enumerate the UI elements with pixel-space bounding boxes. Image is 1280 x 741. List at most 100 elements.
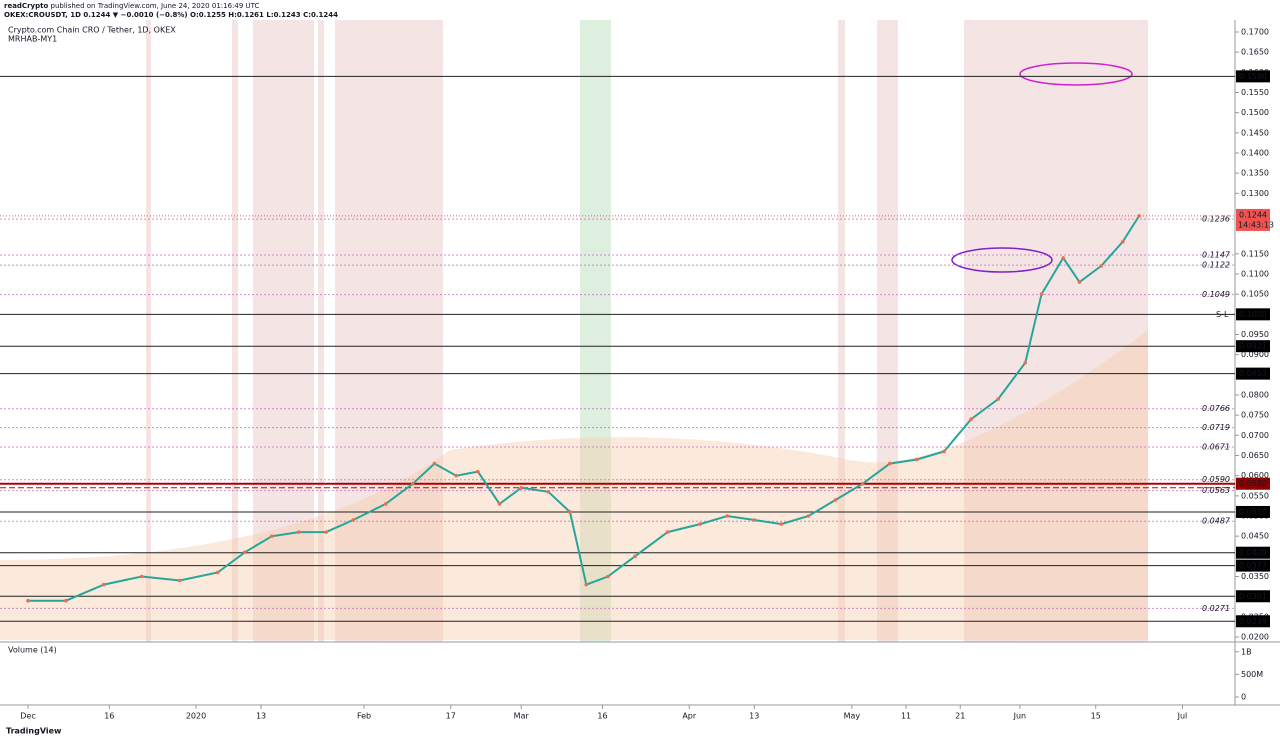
x-tick-label: Feb	[357, 712, 371, 721]
y-tick-label: 0.1050	[1241, 290, 1269, 299]
price-point	[942, 449, 946, 454]
fib-label: 0.0766	[1202, 404, 1230, 413]
x-tick-label: 16	[104, 712, 114, 721]
price-point	[779, 522, 784, 526]
y-tick-label: 0.0550	[1241, 491, 1269, 500]
last-price-label: 0.1244	[1239, 210, 1267, 219]
annotation-ellipse	[1019, 62, 1133, 86]
y-tick-label: 0.0800	[1241, 391, 1269, 400]
price-point	[996, 397, 1000, 401]
fib-label: 0.1122	[1202, 261, 1230, 270]
price-point	[1099, 264, 1103, 268]
last-price-bg	[1236, 208, 1270, 231]
price-point	[1061, 256, 1066, 260]
logo: TradingView	[6, 727, 62, 736]
price-point	[102, 582, 106, 587]
fib-label: 0.0719	[1202, 423, 1230, 432]
price-point	[177, 578, 182, 583]
price-point	[324, 530, 328, 534]
y-tick-label: 0.1450	[1241, 128, 1269, 137]
x-tick-label: 2020	[186, 712, 206, 721]
price-point	[351, 518, 356, 522]
y-tick-label: 0.1400	[1241, 149, 1269, 158]
price-point	[698, 522, 702, 526]
price-point	[26, 598, 30, 603]
price-point	[432, 461, 437, 466]
fib-label: 0.0487	[1202, 517, 1231, 526]
price-point	[887, 461, 892, 466]
x-tick-label: 21	[955, 712, 965, 721]
level-label: 0.1590	[1239, 72, 1267, 81]
x-tick-label: May	[844, 712, 861, 721]
level-label-bg	[1236, 308, 1270, 321]
level-label-bg	[1236, 367, 1270, 380]
x-tick-label: Jun	[1013, 712, 1027, 721]
price-point	[860, 481, 865, 486]
fib-label: 0.1236	[1202, 215, 1230, 224]
level-label: 0.0301	[1239, 592, 1267, 601]
y-tick-label: 0.0900	[1241, 350, 1269, 359]
price-point	[833, 498, 838, 502]
y-tick-label: 0.1350	[1241, 169, 1269, 178]
x-tick-label: Mar	[514, 712, 530, 721]
price-point	[383, 502, 388, 506]
price-point	[297, 530, 301, 534]
x-tick-label: 17	[446, 712, 456, 721]
level-label-bg	[1236, 559, 1270, 572]
price-point	[270, 534, 274, 538]
level-label-bg	[1236, 590, 1270, 603]
x-tick-label: Apr	[682, 712, 697, 721]
x-tick-label: 13	[256, 712, 266, 721]
published: published on TradingView.com, June 24, 2…	[50, 2, 260, 10]
y-tick-label: 0.0350	[1241, 572, 1269, 581]
price-point	[969, 417, 973, 422]
x-tick-label: 11	[901, 712, 911, 721]
price-point	[476, 469, 480, 474]
price-point	[665, 530, 670, 534]
x-tick-label: Jul	[1177, 712, 1188, 721]
level-label: 0.0239	[1239, 617, 1267, 626]
level-label-bg	[1236, 340, 1270, 353]
price-point	[633, 554, 637, 559]
level-label: 0.0853	[1239, 369, 1267, 378]
price-point	[606, 574, 610, 579]
price-point	[752, 518, 757, 522]
price-point	[243, 550, 247, 555]
volume-tick-label: 0	[1241, 693, 1246, 702]
price-point	[1121, 239, 1125, 244]
price-point	[140, 574, 144, 579]
volume-tick-label: 500M	[1241, 670, 1263, 679]
level-label: 0.0921	[1239, 342, 1267, 351]
stop-loss-label: S-L	[1216, 310, 1229, 319]
countdown: 14:43:13	[1238, 220, 1274, 229]
level-label: 0.0377	[1239, 561, 1267, 570]
fib-label: 0.1049	[1202, 290, 1230, 299]
fib-label: 0.1147	[1202, 251, 1231, 260]
price-point	[1039, 292, 1044, 296]
y-tick-label: 0.0650	[1241, 451, 1269, 460]
header: readCrypto published on TradingView.com,…	[4, 2, 338, 20]
cloud	[0, 330, 1148, 640]
publisher: readCrypto	[4, 2, 49, 10]
x-tick-label: Dec	[20, 712, 35, 721]
y-tick-label: 0.1700	[1241, 28, 1269, 37]
fib-label: 0.0590	[1202, 475, 1230, 484]
level-label-bg	[1236, 546, 1270, 559]
y-tick-label: 0.1300	[1241, 189, 1269, 198]
price-point	[1137, 214, 1141, 218]
x-tick-label: 13	[749, 712, 759, 721]
price-point	[215, 570, 220, 575]
y-tick-label: 0.0700	[1241, 431, 1269, 440]
fib-label: 0.0563	[1202, 486, 1230, 495]
price-point	[568, 510, 572, 514]
x-tick-label: 15	[1091, 712, 1101, 721]
y-tick-label: 0.1100	[1241, 270, 1269, 279]
y-tick-label: 0.0950	[1241, 330, 1269, 339]
price-point	[454, 473, 458, 478]
level-label-bg	[1236, 477, 1270, 490]
price-point	[411, 481, 415, 486]
annotation-ellipse	[951, 247, 1053, 273]
indicator-name: MRHAB-MY1	[8, 35, 57, 44]
level-label-bg	[1236, 70, 1270, 83]
